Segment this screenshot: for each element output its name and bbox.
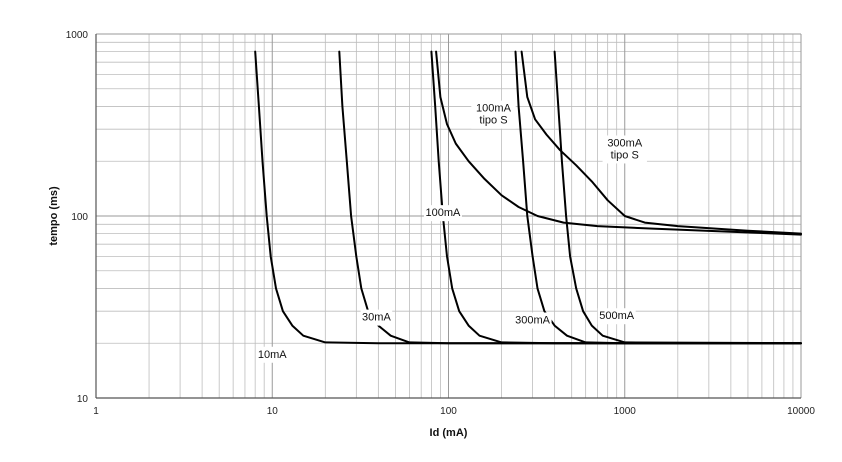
y-tick-label: 100 bbox=[71, 212, 88, 223]
axes bbox=[95, 34, 801, 399]
tick-labels: 1 10 100 1000 10000 10 100 1000 bbox=[66, 30, 816, 417]
series-line-2 bbox=[430, 50, 802, 345]
x-tick-label: 100 bbox=[440, 406, 457, 417]
x-tick-label: 1 bbox=[93, 406, 99, 417]
curve-label-bg bbox=[423, 205, 462, 222]
y-axis-title: tempo (ms) bbox=[48, 186, 60, 246]
curve-label-2: 100mA bbox=[426, 207, 462, 219]
curve-label-bg bbox=[513, 312, 552, 329]
curve-label-6: 300mA bbox=[607, 137, 643, 149]
series-line-4 bbox=[553, 50, 802, 345]
curve-label-4: 500mA bbox=[599, 310, 635, 322]
curve-label-bg bbox=[471, 100, 516, 129]
series-line-1 bbox=[338, 50, 802, 345]
y-tick-label: 10 bbox=[77, 394, 89, 405]
curve-label-0: 10mA bbox=[258, 349, 287, 361]
series-line-6 bbox=[520, 50, 802, 235]
curve-label-3: 300mA bbox=[515, 314, 551, 326]
x-tick-label: 1000 bbox=[614, 406, 637, 417]
x-tick-label: 10000 bbox=[787, 406, 815, 417]
y-tick-label: 1000 bbox=[66, 30, 89, 41]
x-tick-label: 10 bbox=[267, 406, 279, 417]
curve-label-6: tipo S bbox=[611, 149, 639, 161]
x-axis-title: Id (mA) bbox=[430, 427, 468, 439]
curve-label-bg bbox=[256, 346, 289, 363]
curve-label-1: 30mA bbox=[362, 312, 391, 324]
series-line-0 bbox=[254, 50, 802, 345]
series-line-3 bbox=[514, 50, 802, 345]
curve-label-bg bbox=[360, 309, 393, 326]
curve-label-bg bbox=[602, 135, 647, 164]
series-line-5 bbox=[435, 50, 802, 236]
curve-label-5: 100mA bbox=[476, 103, 512, 115]
curve-label-bg bbox=[597, 308, 636, 325]
curve-label-5: tipo S bbox=[479, 115, 507, 127]
curves bbox=[254, 50, 802, 345]
